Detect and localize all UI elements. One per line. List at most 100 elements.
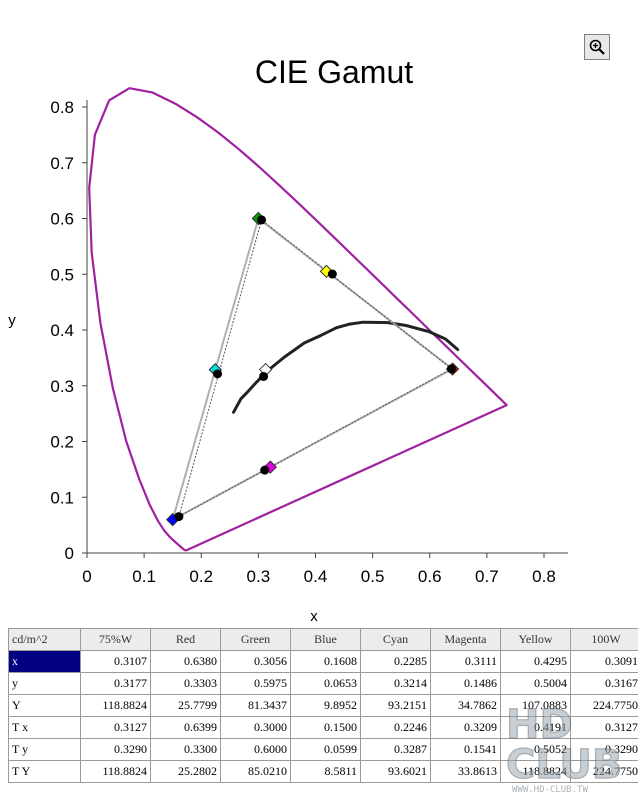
row-label[interactable]: T Y bbox=[8, 760, 81, 783]
table-cell: 0.3209 bbox=[430, 716, 501, 739]
column-header: Blue bbox=[290, 628, 361, 651]
planckian-locus bbox=[232, 320, 460, 414]
x-axis-label: x bbox=[310, 608, 318, 625]
x-ticks: 0 0.1 0.2 0.3 0.4 0.5 0.6 0.7 0.8 bbox=[82, 553, 556, 586]
y-tick-label: 0.5 bbox=[50, 265, 74, 284]
zoom-button[interactable] bbox=[584, 34, 610, 60]
column-header: 100W bbox=[570, 628, 638, 651]
table-cell: 0.3127 bbox=[570, 716, 638, 739]
svg-text:WWW.HD-CLUB.TW: WWW.HD-CLUB.TW bbox=[512, 785, 588, 795]
table-cell: 0.5052 bbox=[500, 738, 571, 761]
measured-point-red bbox=[446, 364, 456, 374]
table-row[interactable]: Y 118.8824 25.7799 81.3437 9.8952 93.2151 34.7… bbox=[8, 694, 638, 717]
measurement-table: cd/m^2 75%W Red Green Blue Cyan Magenta … bbox=[8, 628, 638, 783]
table-cell: 0.3214 bbox=[360, 672, 431, 695]
table-cell: 0.4191 bbox=[500, 716, 571, 739]
table-cell: 0.3107 bbox=[80, 650, 151, 673]
table-cell: 0.1500 bbox=[290, 716, 361, 739]
table-cell: 0.6000 bbox=[220, 738, 291, 761]
table-cell: 0.3303 bbox=[150, 672, 221, 695]
y-tick-label: 0.1 bbox=[50, 488, 74, 507]
table-cell: 0.1608 bbox=[290, 650, 361, 673]
measured-point-green bbox=[257, 215, 267, 225]
table-row[interactable]: T x 0.3127 0.6399 0.3000 0.1500 0.2246 0.3209 0… bbox=[8, 716, 638, 739]
table-cell: 224.7750 bbox=[570, 694, 638, 717]
table-cell: 0.3300 bbox=[150, 738, 221, 761]
table-header-row: cd/m^2 75%W Red Green Blue Cyan Magenta … bbox=[8, 628, 638, 651]
measured-point-magenta bbox=[260, 465, 270, 475]
table-cell: 93.2151 bbox=[360, 694, 431, 717]
table-cell: 0.0599 bbox=[290, 738, 361, 761]
y-tick-label: 0.3 bbox=[50, 377, 74, 396]
table-cell: 0.3287 bbox=[360, 738, 431, 761]
table-cell: 0.1541 bbox=[430, 738, 501, 761]
table-cell: 0.3111 bbox=[430, 650, 501, 673]
spectral-locus bbox=[88, 87, 508, 552]
table-cell: 0.3290 bbox=[80, 738, 151, 761]
table-cell: 0.4295 bbox=[500, 650, 571, 673]
table-cell: 118.8824 bbox=[80, 760, 151, 783]
table-cell: 33.8613 bbox=[430, 760, 501, 783]
y-ticks: 0 0.1 0.2 0.3 0.4 0.5 0.6 0.7 0.8 bbox=[50, 98, 87, 563]
table-cell: 0.3127 bbox=[80, 716, 151, 739]
table-cell: 118.8824 bbox=[80, 694, 151, 717]
y-tick-label: 0.2 bbox=[50, 433, 74, 452]
table-cell: 0.5004 bbox=[500, 672, 571, 695]
column-header: Red bbox=[150, 628, 221, 651]
cie-gamut-chart: CIE Gamut 0 0.1 0.2 0.3 0.4 0.5 0.6 0.7 0.8 0 0.1… bbox=[8, 54, 568, 625]
y-axis-label: y bbox=[8, 312, 16, 329]
table-cell: 25.2802 bbox=[150, 760, 221, 783]
x-tick-label: 0.8 bbox=[532, 567, 556, 586]
table-cell: 0.1486 bbox=[430, 672, 501, 695]
measured-point-cyan bbox=[213, 369, 223, 379]
y-tick-label: 0 bbox=[65, 544, 74, 563]
table-cell: 0.5975 bbox=[220, 672, 291, 695]
x-tick-label: 0.3 bbox=[247, 567, 271, 586]
table-cell: 118.8824 bbox=[500, 760, 571, 783]
column-header: Green bbox=[220, 628, 291, 651]
table-cell: 0.3000 bbox=[220, 716, 291, 739]
row-label[interactable]: T y bbox=[8, 738, 81, 761]
table-cell: 0.3091 bbox=[570, 650, 638, 673]
y-tick-label: 0.6 bbox=[50, 210, 74, 229]
table-row[interactable]: T Y 118.8824 25.2802 85.0210 8.5811 93.6021 33… bbox=[8, 760, 638, 783]
x-tick-label: 0.5 bbox=[361, 567, 385, 586]
table-corner-cell: cd/m^2 bbox=[8, 628, 81, 651]
chart-title: CIE Gamut bbox=[255, 54, 413, 90]
table-cell: 93.6021 bbox=[360, 760, 431, 783]
measured-point-100w bbox=[259, 371, 269, 381]
table-cell: 107.0883 bbox=[500, 694, 571, 717]
table-cell: 0.0653 bbox=[290, 672, 361, 695]
row-label[interactable]: Y bbox=[8, 694, 81, 717]
column-header: Yellow bbox=[500, 628, 571, 651]
table-cell: 0.3290 bbox=[570, 738, 638, 761]
row-label[interactable]: y bbox=[8, 672, 81, 695]
row-label[interactable]: T x bbox=[8, 716, 81, 739]
row-label[interactable]: x bbox=[8, 650, 81, 673]
table-cell: 0.3167 bbox=[570, 672, 638, 695]
plot-area bbox=[88, 87, 508, 552]
measured-point-blue bbox=[174, 512, 184, 522]
zoom-in-icon bbox=[589, 39, 605, 55]
table-cell: 34.7862 bbox=[430, 694, 501, 717]
table-row[interactable]: x 0.3107 0.6380 0.3056 0.1608 0.2285 0.3111 0.4… bbox=[8, 650, 638, 673]
y-tick-label: 0.7 bbox=[50, 154, 74, 173]
table-cell: 224.7750 bbox=[570, 760, 638, 783]
table-row[interactable]: T y 0.3290 0.3300 0.6000 0.0599 0.3287 0.1541 0… bbox=[8, 738, 638, 761]
table-cell: 81.3437 bbox=[220, 694, 291, 717]
table-cell: 0.2246 bbox=[360, 716, 431, 739]
column-header: Magenta bbox=[430, 628, 501, 651]
table-row[interactable]: y 0.3177 0.3303 0.5975 0.0653 0.3214 0.1486 0.5… bbox=[8, 672, 638, 695]
table-cell: 0.3056 bbox=[220, 650, 291, 673]
measured-point-yellow bbox=[327, 269, 337, 279]
y-tick-label: 0.8 bbox=[50, 98, 74, 117]
table-cell: 8.5811 bbox=[290, 760, 361, 783]
x-tick-label: 0.7 bbox=[475, 567, 499, 586]
table-cell: 0.6380 bbox=[150, 650, 221, 673]
table-cell: 0.3177 bbox=[80, 672, 151, 695]
y-tick-label: 0.4 bbox=[50, 321, 74, 340]
column-header: Cyan bbox=[360, 628, 431, 651]
table-cell: 85.0210 bbox=[220, 760, 291, 783]
table-cell: 0.2285 bbox=[360, 650, 431, 673]
table-cell: 0.6399 bbox=[150, 716, 221, 739]
